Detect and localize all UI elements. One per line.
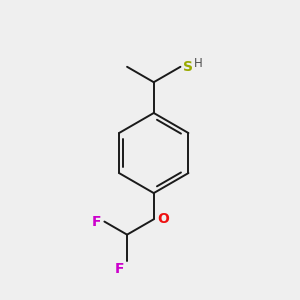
Text: O: O [157,212,169,226]
Text: S: S [183,60,193,74]
Text: F: F [115,262,124,276]
Text: H: H [194,57,202,70]
Text: F: F [92,214,101,229]
